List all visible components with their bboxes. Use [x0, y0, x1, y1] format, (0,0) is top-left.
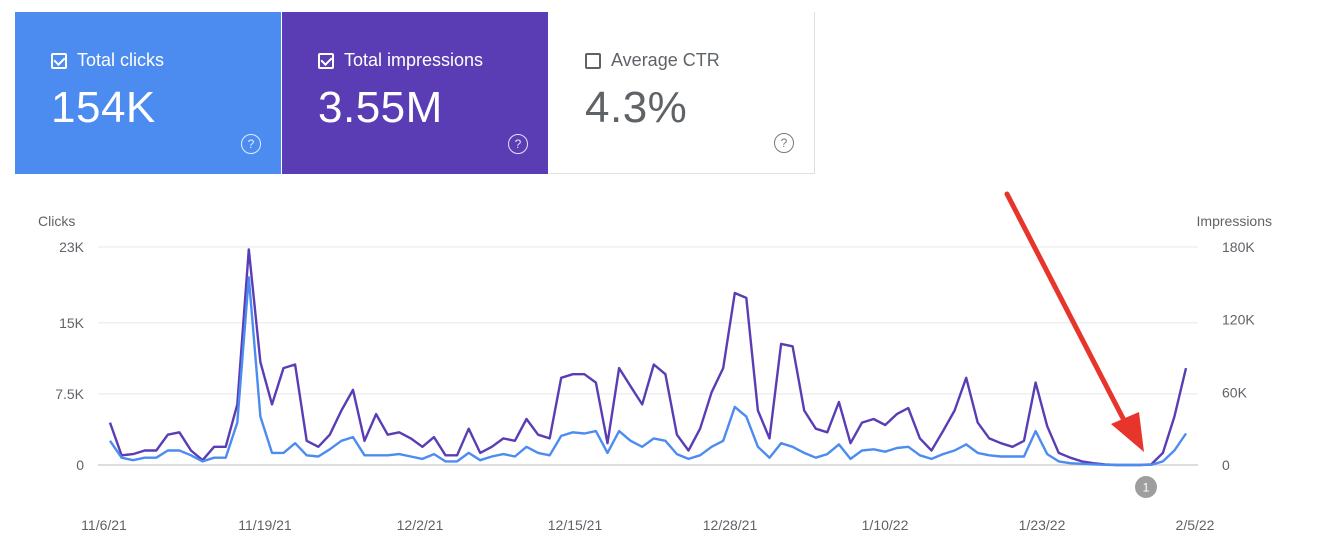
date-tick-label: 1/10/22	[862, 517, 909, 533]
impressions-axis: 0 60K 120K 180K Impressions	[1197, 213, 1272, 473]
red-arrow-head	[1111, 412, 1144, 452]
clicks-tick-label: 15K	[59, 315, 85, 331]
total-impressions-label: Total impressions	[344, 50, 484, 70]
impressions-series-line	[108, 248, 1188, 467]
date-tick-label: 12/2/21	[397, 517, 444, 533]
clicks-series-line	[109, 276, 1187, 467]
annotation-overlay: 1	[1004, 191, 1157, 498]
help-icon[interactable]: ?	[774, 133, 794, 153]
total-clicks-card[interactable]: Total clicks 154K ?	[15, 12, 281, 174]
chart-lines	[108, 248, 1188, 467]
average-ctr-card[interactable]: Average CTR 4.3% ?	[549, 12, 815, 174]
clicks-tick-label: 0	[76, 457, 84, 473]
performance-card: Total clicks 154K ? Total impressions 3.…	[0, 0, 1298, 556]
red-arrow-shaft	[1004, 191, 1131, 431]
date-tick-label: 2/5/22	[1176, 517, 1215, 533]
total-clicks-value: 154K	[51, 83, 156, 132]
total-impressions-card[interactable]: Total impressions 3.55M ?	[282, 12, 548, 174]
total-impressions-value: 3.55M	[318, 83, 443, 132]
clicks-tick-label: 23K	[59, 239, 85, 255]
impressions-tick-label: 180K	[1222, 239, 1255, 255]
clicks-axis: 0 7.5K 15K 23K Clicks	[38, 213, 85, 473]
help-icon[interactable]: ?	[508, 134, 528, 154]
clicks-tick-label: 7.5K	[55, 386, 84, 402]
impressions-axis-title: Impressions	[1197, 213, 1272, 229]
impressions-tick-label: 120K	[1222, 312, 1255, 328]
date-tick-label: 11/6/21	[81, 517, 127, 533]
date-tick-label: 11/19/21	[238, 517, 292, 533]
average-ctr-label: Average CTR	[611, 50, 720, 70]
clicks-axis-title: Clicks	[38, 213, 75, 229]
checkbox-unchecked-icon[interactable]	[585, 52, 601, 69]
impressions-tick-label: 0	[1222, 457, 1230, 473]
help-icon[interactable]: ?	[241, 134, 261, 154]
performance-chart: 0 7.5K 15K 23K Clicks 0 60K 120K 180K Impression…	[38, 191, 1272, 533]
total-clicks-label-row: Total clicks	[51, 50, 281, 71]
impressions-tick-label: 60K	[1222, 384, 1248, 400]
date-tick-label: 12/15/21	[548, 517, 603, 533]
annotation-badge	[1135, 476, 1157, 498]
average-ctr-label-row: Average CTR	[585, 50, 814, 71]
total-impressions-label-row: Total impressions	[318, 50, 548, 71]
date-tick-label: 1/23/22	[1019, 517, 1066, 533]
checkbox-checked-icon[interactable]	[318, 52, 334, 69]
total-clicks-label: Total clicks	[77, 50, 165, 70]
date-tick-label: 12/28/21	[703, 517, 758, 533]
checkbox-checked-icon[interactable]	[51, 52, 67, 69]
chart-grid	[98, 246, 1198, 466]
date-axis: 11/6/21 11/19/21 12/2/21 12/15/21 12/28/21 1/…	[81, 517, 1215, 533]
average-ctr-value: 4.3%	[585, 83, 688, 132]
annotation-badge-label: 1	[1143, 481, 1150, 495]
